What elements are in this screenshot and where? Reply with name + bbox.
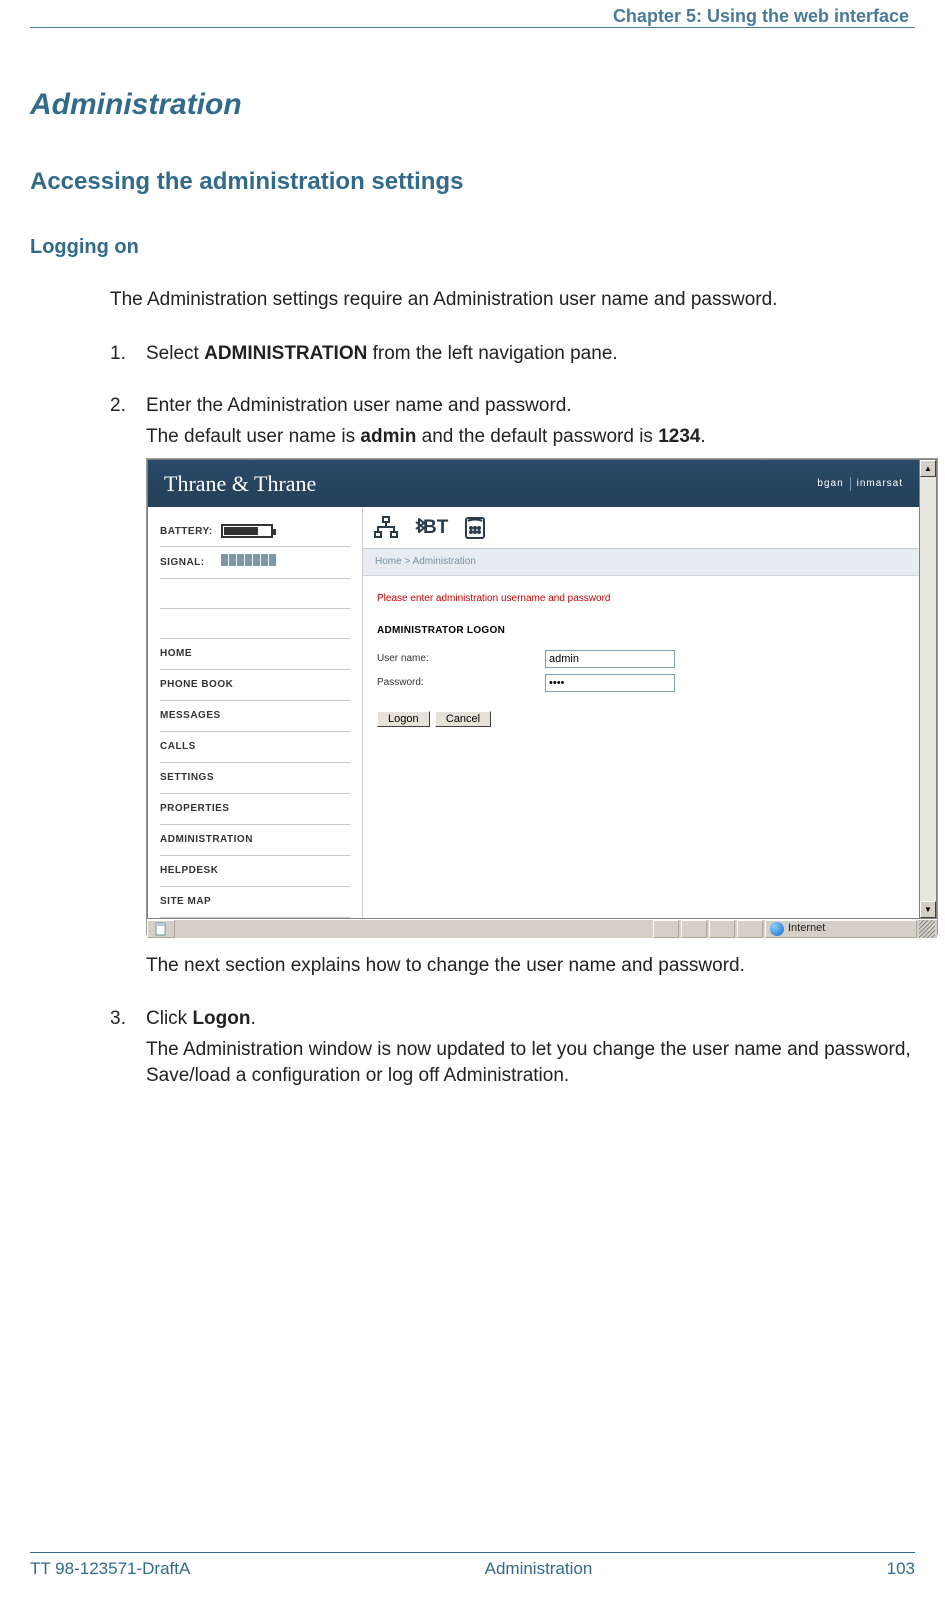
banner-tag: bgan <box>811 477 843 491</box>
step-2: 2. Enter the Administration user name an… <box>110 393 915 980</box>
scroll-down-button[interactable]: ▼ <box>920 901 936 918</box>
step-3: 3. Click Logon. The Administration windo… <box>110 1006 915 1090</box>
battery-row: BATTERY: <box>160 517 350 547</box>
status-cell <box>653 920 679 938</box>
step-1: 1. Select ADMINISTRATION from the left n… <box>110 341 915 368</box>
nav-phone-book[interactable]: PHONE BOOK <box>160 670 350 701</box>
logon-form: Please enter administration username and… <box>363 576 919 747</box>
sidebar-gap <box>160 579 350 609</box>
embedded-screenshot: Thrane & Thrane bgan inmarsat BATTERY: <box>146 458 938 935</box>
signal-label: SIGNAL: <box>160 556 218 570</box>
screenshot-content: Thrane & Thrane bgan inmarsat BATTERY: <box>148 460 919 918</box>
status-spacer <box>177 920 651 938</box>
warning-message: Please enter administration username and… <box>377 592 905 606</box>
step-subtext: The default user name is admin and the d… <box>146 424 915 451</box>
step-text: from the left navigation pane. <box>367 343 617 364</box>
signal-icon <box>221 554 277 571</box>
banner-right: bgan inmarsat <box>811 477 903 491</box>
logon-button[interactable]: Logon <box>377 711 430 727</box>
zone-label: Internet <box>788 921 825 936</box>
ordered-steps: 1. Select ADMINISTRATION from the left n… <box>110 341 915 1090</box>
step-text: . <box>250 1008 255 1029</box>
chapter-title: Chapter 5: Using the web interface <box>30 0 915 28</box>
status-zone: Internet <box>765 920 917 938</box>
footer-right: 103 <box>887 1559 915 1579</box>
nav-calls[interactable]: CALLS <box>160 732 350 763</box>
cancel-button[interactable]: Cancel <box>435 711 491 727</box>
step-text: Click <box>146 1008 192 1029</box>
step-text: Select <box>146 343 204 364</box>
status-cell <box>709 920 735 938</box>
nav-helpdesk[interactable]: HELPDESK <box>160 856 350 887</box>
password-label: Password: <box>377 676 545 690</box>
main-column: BT Home > Administration Please enter ad… <box>363 507 919 918</box>
status-cell <box>737 920 763 938</box>
username-label: User name: <box>377 652 545 666</box>
step-number: 1. <box>110 341 126 368</box>
nav-home[interactable]: HOME <box>160 639 350 670</box>
form-title: ADMINISTRATOR LOGON <box>377 624 905 638</box>
screenshot-viewport: Thrane & Thrane bgan inmarsat BATTERY: <box>147 459 937 919</box>
battery-label: BATTERY: <box>160 525 218 539</box>
globe-icon <box>770 922 784 936</box>
heading-3: Logging on <box>30 236 915 259</box>
network-icon <box>373 515 399 541</box>
status-page-icon <box>147 920 175 938</box>
username-input[interactable] <box>545 650 675 668</box>
button-row: Logon Cancel <box>377 704 905 731</box>
icon-bar: BT <box>363 507 919 549</box>
scroll-up-button[interactable]: ▲ <box>920 460 936 477</box>
footer-left: TT 98-123571-DraftA <box>30 1559 190 1579</box>
nav-properties[interactable]: PROPERTIES <box>160 794 350 825</box>
status-cell <box>681 920 707 938</box>
scroll-track[interactable] <box>920 477 936 901</box>
step-text: and the default password is <box>416 426 658 447</box>
step-number: 3. <box>110 1006 126 1033</box>
heading-1: Administration <box>30 88 915 122</box>
heading-2: Accessing the administration settings <box>30 168 915 196</box>
vertical-scrollbar[interactable]: ▲ ▼ <box>919 460 936 918</box>
content-area: BATTERY: SIGNAL: HOME PHONE <box>148 507 919 918</box>
nav-messages[interactable]: MESSAGES <box>160 701 350 732</box>
sidebar-gap <box>160 609 350 639</box>
status-bar: Internet <box>147 919 937 938</box>
signal-row: SIGNAL: <box>160 547 350 579</box>
page: Chapter 5: Using the web interface Admin… <box>0 0 945 1599</box>
step-bold: 1234 <box>658 426 700 447</box>
intro-paragraph: The Administration settings require an A… <box>110 287 915 313</box>
step-bold: Logon <box>192 1008 250 1029</box>
brand-logo: Thrane & Thrane <box>164 469 316 500</box>
phone-icon <box>462 515 488 541</box>
sidebar: BATTERY: SIGNAL: HOME PHONE <box>148 507 363 918</box>
bluetooth-icon: BT <box>413 515 448 542</box>
password-row: Password: <box>377 674 905 692</box>
step-bold: ADMINISTRATION <box>204 343 367 364</box>
password-input[interactable] <box>545 674 675 692</box>
banner-tag: inmarsat <box>850 477 903 491</box>
app-banner: Thrane & Thrane bgan inmarsat <box>148 460 919 507</box>
breadcrumb: Home > Administration <box>363 549 919 576</box>
resize-grip[interactable] <box>919 920 935 938</box>
bt-label: BT <box>423 515 448 542</box>
nav-site-map[interactable]: SITE MAP <box>160 887 350 918</box>
footer-center: Administration <box>485 1559 593 1579</box>
nav-settings[interactable]: SETTINGS <box>160 763 350 794</box>
step-subtext: The Administration window is now updated… <box>146 1037 915 1090</box>
step-text: The default user name is <box>146 426 360 447</box>
username-row: User name: <box>377 650 905 668</box>
page-footer: TT 98-123571-DraftA Administration 103 <box>30 1552 915 1579</box>
step-number: 2. <box>110 393 126 420</box>
step-followup: The next section explains how to change … <box>146 953 915 980</box>
step-text: . <box>701 426 706 447</box>
nav-administration[interactable]: ADMINISTRATION <box>160 825 350 856</box>
step-text: Enter the Administration user name and p… <box>146 395 572 416</box>
step-bold: admin <box>360 426 416 447</box>
battery-icon <box>221 524 273 538</box>
